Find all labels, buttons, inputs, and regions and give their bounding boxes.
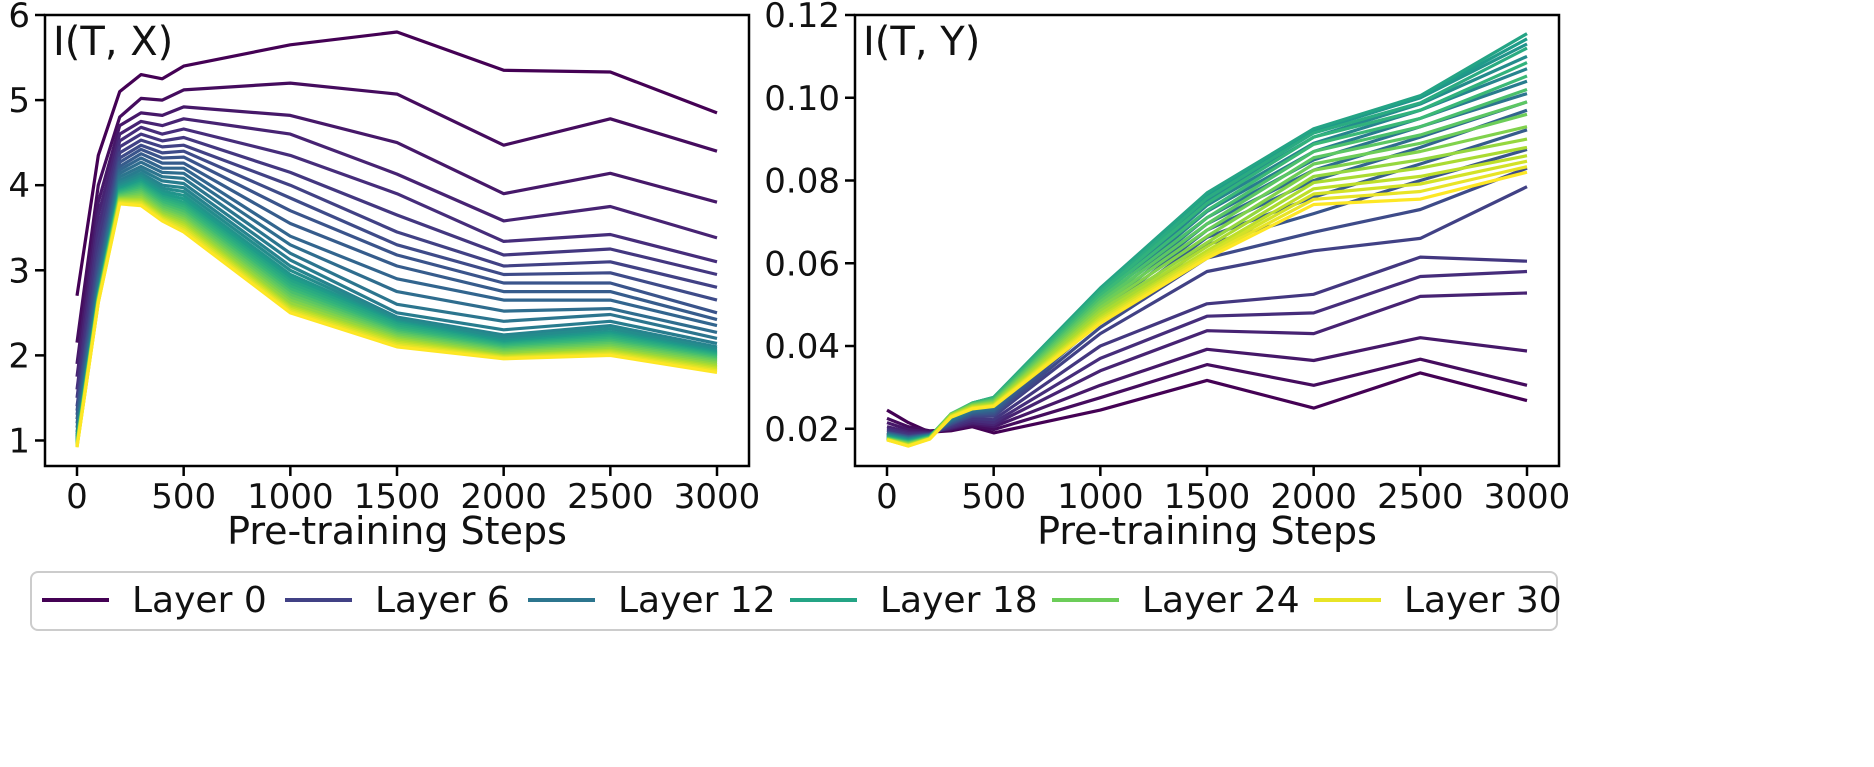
series-line-layer-6: [75, 138, 718, 407]
x-tick-label: 1500: [1164, 477, 1251, 517]
series-line-layer-5: [75, 132, 718, 399]
y-tick-label: 4: [8, 166, 30, 206]
legend-label: Layer 6: [375, 580, 510, 621]
panel-title: I(T, Y): [863, 19, 980, 65]
y-tick-label: 3: [8, 251, 30, 291]
series-line-layer-24: [886, 112, 1528, 446]
x-axis-title: Pre-training Steps: [227, 509, 567, 553]
y-tick-label: 5: [8, 81, 30, 121]
series-line-layer-4: [75, 125, 718, 390]
series-line-layer-0: [75, 30, 718, 297]
y-tick-label: 0.08: [764, 162, 840, 202]
series-lines: [886, 32, 1528, 448]
y-tick-label: 0.10: [764, 79, 840, 119]
y-tick-label: 2: [8, 336, 30, 376]
x-tick-label: 500: [961, 477, 1026, 517]
y-tick-label: 6: [8, 0, 30, 36]
series-line-layer-12: [886, 92, 1528, 441]
series-line-layer-2: [75, 105, 718, 365]
x-tick-label: 2500: [567, 477, 654, 517]
x-tick-label: 1500: [354, 477, 441, 517]
left-panel-ITX: 0 500 1000 1500 2000 2500 3000 1 2 3 4 5 6 Pre-traini…: [8, 0, 760, 553]
x-tick-label: 1000: [247, 477, 334, 517]
x-tick-label: 2500: [1377, 477, 1464, 517]
series-line-layer-31: [886, 170, 1528, 448]
y-tick-label: 0.02: [764, 410, 840, 450]
legend-label: Layer 30: [1404, 580, 1562, 621]
legend-label: Layer 0: [132, 580, 267, 621]
x-axis-title: Pre-training Steps: [1037, 509, 1377, 553]
series-line-layer-31: [75, 202, 718, 448]
legend-label: Layer 12: [618, 580, 776, 621]
y-tick-label: 0.06: [764, 244, 840, 284]
x-tick-label: 2000: [460, 477, 547, 517]
legend-label: Layer 24: [1142, 580, 1300, 621]
x-tick-label: 0: [876, 477, 898, 517]
legend: Layer 0 Layer 6 Layer 12 Layer 18 Layer 24 La…: [30, 571, 1562, 631]
y-tick-label: 0.12: [764, 0, 840, 36]
legend-label: Layer 18: [880, 580, 1038, 621]
x-tick-label: 3000: [674, 477, 761, 517]
x-tick-label: 1000: [1057, 477, 1144, 517]
x-tick-label: 0: [66, 477, 88, 517]
series-line-layer-1: [75, 81, 718, 343]
y-tick-label: 1: [8, 421, 30, 461]
series-line-layer-1: [886, 357, 1528, 433]
plot-frame: [43, 13, 751, 468]
y-tick-label: 0.04: [764, 327, 840, 367]
series-line-layer-3: [75, 117, 718, 377]
x-tick-label: 2000: [1270, 477, 1357, 517]
right-panel-ITY: 0 500 1000 1500 2000 2500 3000 0.02 0.04 0.06 0.08…: [764, 0, 1570, 553]
x-tick-label: 500: [151, 477, 216, 517]
panel-title: I(T, X): [53, 19, 173, 65]
series-lines: [75, 30, 718, 448]
x-tick-label: 3000: [1484, 477, 1571, 517]
